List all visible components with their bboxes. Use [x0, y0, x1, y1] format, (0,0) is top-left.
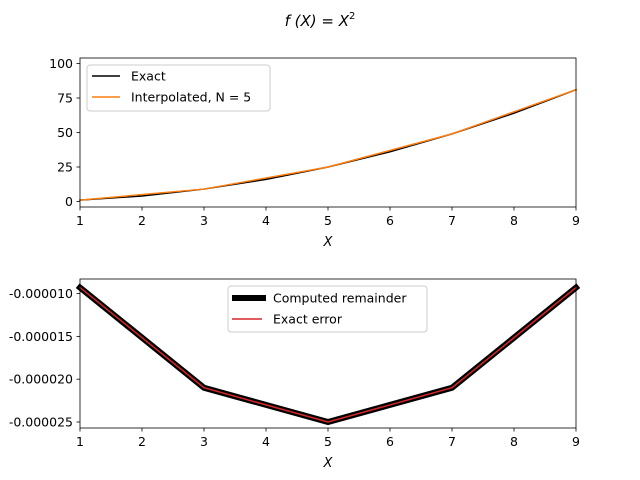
legend-label-interpolated: Interpolated, N = 5: [131, 90, 251, 105]
bottom-legend-box: [227, 285, 428, 333]
top-x-tick-label: 2: [138, 213, 146, 228]
bottom-x-tick-label: 2: [138, 434, 146, 449]
top-y-tick-label: 100: [49, 56, 73, 71]
top-x-tick-label: 5: [324, 213, 332, 228]
top-y-tick-label: 25: [57, 159, 73, 174]
top-x-tick-label: 3: [200, 213, 208, 228]
top-y-tick-label: 75: [57, 91, 73, 106]
top-x-ticks: 1 2 3 4 5 6 7 8 9: [76, 207, 580, 228]
bottom-x-tick-label: 5: [324, 434, 332, 449]
top-legend-box: [86, 64, 271, 112]
bottom-legend: Computed remainder Exact error: [227, 285, 428, 333]
bottom-y-tick-label: -0.000015: [9, 329, 73, 344]
bottom-y-tick-label: -0.000010: [9, 286, 73, 301]
bottom-series-line-exact-error: [78, 286, 578, 423]
top-x-tick-label: 1: [76, 213, 84, 228]
bottom-series-lines: [75, 283, 581, 426]
legend-label-exact: Exact: [131, 69, 166, 84]
legend-label-exact-error: Exact error: [273, 312, 343, 327]
top-x-tick-label: 7: [448, 213, 456, 228]
top-legend: Exact Interpolated, N = 5: [86, 64, 271, 112]
bottom-x-tick-label: 9: [572, 434, 580, 449]
figure-title: f (X) = X2: [285, 11, 356, 30]
bottom-x-tick-label: 7: [448, 434, 456, 449]
top-series-line-interpolated-n-5: [79, 88, 577, 201]
top-x-tick-label: 9: [572, 213, 580, 228]
top-subplot: 1 2 3 4 5 6 7 8 9 0 25 50 75 100 X Exact Interpolate…: [49, 56, 580, 250]
top-y-tick-label: 50: [57, 125, 73, 140]
top-x-tick-label: 6: [386, 213, 394, 228]
top-series-lines: [79, 88, 577, 201]
bottom-y-ticks: -0.000010 -0.000015 -0.000020 -0.000025: [9, 286, 80, 430]
top-y-tick-label: 0: [65, 194, 73, 209]
legend-label-computed-remainder: Computed remainder: [273, 291, 407, 306]
bottom-y-tick-label: -0.000020: [9, 372, 73, 387]
bottom-x-tick-label: 1: [76, 434, 84, 449]
bottom-x-ticks: 1 2 3 4 5 6 7 8 9: [76, 428, 580, 449]
bottom-y-tick-label: -0.000025: [9, 415, 73, 430]
top-x-axis-label: X: [323, 235, 334, 250]
top-y-ticks: 0 25 50 75 100: [49, 56, 80, 209]
bottom-x-tick-label: 6: [386, 434, 394, 449]
bottom-x-tick-label: 8: [510, 434, 518, 449]
bottom-x-tick-label: 3: [200, 434, 208, 449]
bottom-x-axis-label: X: [323, 456, 334, 471]
top-x-tick-label: 8: [510, 213, 518, 228]
bottom-x-tick-label: 4: [262, 434, 270, 449]
top-x-tick-label: 4: [262, 213, 270, 228]
